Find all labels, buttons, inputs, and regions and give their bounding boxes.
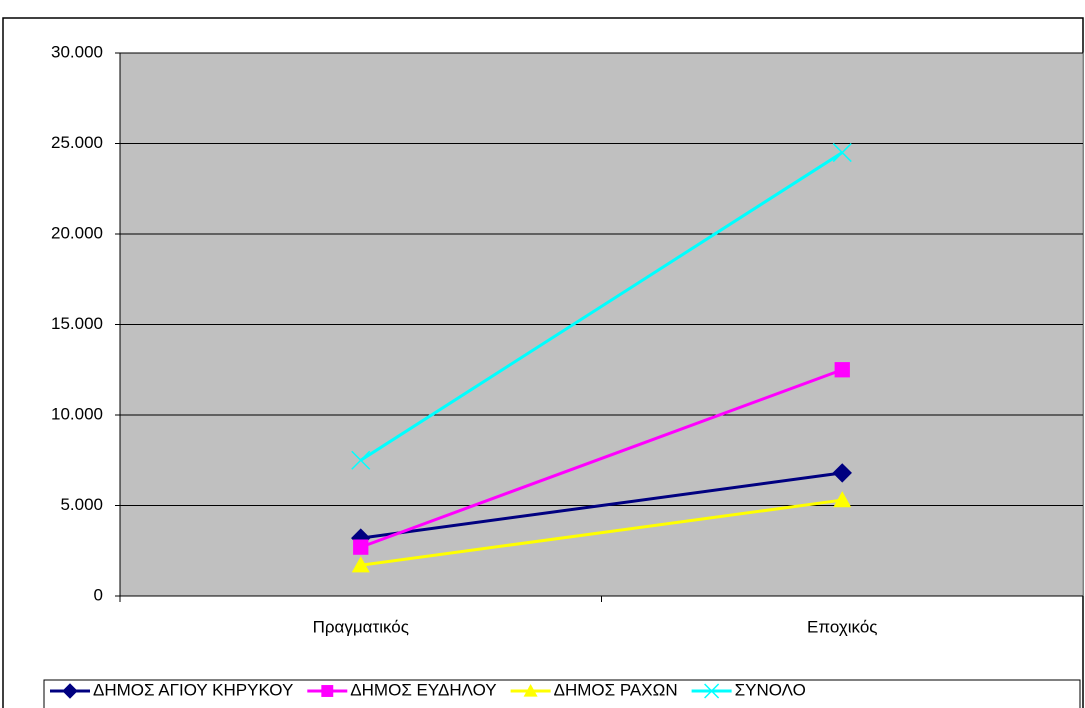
y-tick-label: 25.000 xyxy=(51,133,103,152)
legend-label: ΔΗΜΟΣ ΕΥΔΗΛΟΥ xyxy=(350,680,496,699)
y-tick-label: 10.000 xyxy=(51,404,103,423)
marker xyxy=(833,491,852,508)
series-line xyxy=(360,498,843,567)
y-tick-label: 15.000 xyxy=(51,314,103,333)
series-line xyxy=(360,368,843,549)
x-tick-label: Εποχικός xyxy=(807,617,877,636)
legend xyxy=(43,679,1081,708)
legend-label: ΔΗΜΟΣ ΡΑΧΩΝ xyxy=(554,680,678,699)
legend-marker xyxy=(523,684,538,697)
series-line xyxy=(359,151,844,462)
marker xyxy=(351,450,371,470)
y-tick-label: 20.000 xyxy=(51,223,103,242)
marker xyxy=(832,463,852,483)
marker xyxy=(353,539,369,555)
y-tick-label: 5.000 xyxy=(60,495,103,514)
legend-label: ΣΥΝΟΛΟ xyxy=(735,680,806,699)
legend-marker xyxy=(62,683,78,699)
series-line xyxy=(360,471,843,540)
y-tick-label: 30.000 xyxy=(51,42,103,61)
legend-marker xyxy=(704,683,720,699)
x-tick-label: Πραγματικός xyxy=(313,617,409,636)
marker xyxy=(351,556,370,573)
legend-marker xyxy=(321,685,334,697)
marker xyxy=(834,362,850,378)
y-tick-label: 0 xyxy=(94,585,103,604)
marker xyxy=(832,143,852,163)
legend-label: ΔΗΜΟΣ ΑΓΙΟΥ ΚΗΡΥΚΟΥ xyxy=(93,680,293,699)
